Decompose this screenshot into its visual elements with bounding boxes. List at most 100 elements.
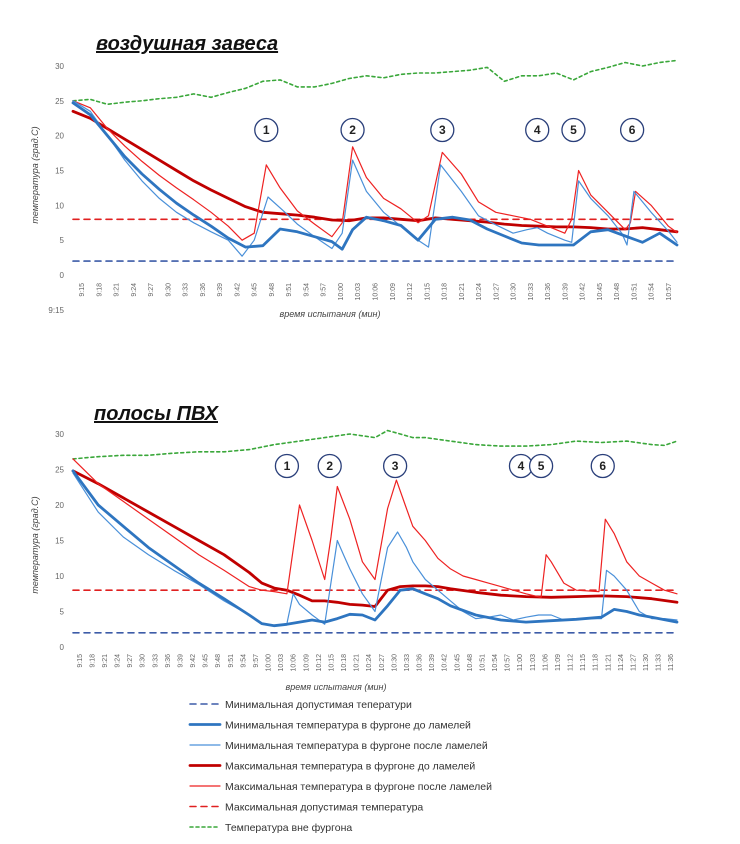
- series-line-max_before: [71, 469, 679, 608]
- x-tick-label: 9:51: [286, 283, 293, 297]
- x-tick-label: 10:03: [355, 283, 362, 301]
- event-marker-label: 4: [534, 123, 541, 137]
- legend-label: Минимальная допустимая теператури: [225, 699, 412, 711]
- event-marker-label: 3: [392, 459, 399, 473]
- x-tick-label: 10:42: [580, 283, 587, 301]
- y-axis-label: температура (град.С): [30, 126, 40, 223]
- x-tick-label: 10:12: [316, 654, 323, 672]
- x-tick-label: 9:18: [96, 283, 103, 297]
- x-tick-label: 11:24: [618, 654, 625, 671]
- x-tick-label: 9:45: [252, 283, 259, 297]
- y-tick-label: 0: [60, 271, 65, 280]
- event-marker-circle: [340, 117, 365, 143]
- x-tick-label: 11:30: [643, 654, 650, 671]
- y-tick-label: 15: [55, 537, 64, 546]
- y-tick-label: 25: [55, 97, 64, 106]
- chart-title: воздушная завеса: [96, 33, 278, 55]
- series-line-outside: [72, 429, 678, 460]
- y-tick-label: 5: [60, 608, 65, 617]
- event-marker-label: 6: [629, 123, 636, 137]
- y-tick-label: 15: [55, 167, 64, 176]
- x-tick-label: 9:33: [183, 283, 190, 297]
- x-tick-label: 9:21: [102, 654, 109, 668]
- y-tick-label: 30: [55, 62, 64, 71]
- x-tick-label: 10:18: [341, 654, 348, 672]
- x-tick-label: 9:36: [200, 283, 207, 297]
- event-marker-label: 5: [538, 459, 545, 473]
- x-tick-label: 10:15: [328, 654, 335, 672]
- x-tick-label: 10:42: [442, 654, 449, 672]
- y-tick-label: 20: [55, 501, 64, 510]
- event-marker-circle: [619, 117, 645, 143]
- event-marker-label: 6: [599, 459, 606, 473]
- x-tick-label: 10:54: [492, 654, 499, 672]
- x-tick-label: 10:06: [373, 283, 380, 301]
- legend-label: Минимальная температура в фургоне после …: [225, 740, 488, 752]
- x-tick-label: 9:27: [127, 654, 134, 668]
- x-tick-label: 10:18: [442, 283, 449, 301]
- y-tick-label: 30: [55, 430, 64, 439]
- x-axis-label: время испытания (мин): [286, 682, 387, 692]
- series-line-min_after: [72, 472, 678, 627]
- y-tick-label: 20: [55, 132, 64, 141]
- event-marker-circle: [561, 117, 586, 143]
- x-tick-label: 10:51: [479, 654, 486, 672]
- legend-label: Максимальная допустимая температура: [225, 802, 423, 814]
- y-tick-label: 25: [55, 466, 64, 475]
- x-tick-label: 10:39: [562, 283, 569, 301]
- event-marker-label: 1: [284, 459, 291, 473]
- series-line-max_after: [72, 458, 678, 598]
- x-tick-label: 11:18: [593, 654, 600, 671]
- y-tick-label: 10: [55, 572, 64, 581]
- event-marker-circle: [382, 453, 408, 479]
- x-tick-label: 10:30: [391, 654, 398, 672]
- x-tick-label: 9:54: [303, 283, 310, 297]
- x-tick-label: 10:27: [493, 283, 500, 301]
- x-tick-label: 10:24: [366, 654, 373, 672]
- y-tick-label: 10: [55, 201, 64, 210]
- x-tick-label: 11:00: [517, 654, 524, 671]
- x-tick-label: 11:06: [542, 654, 549, 671]
- x-tick-label: 9:27: [148, 283, 155, 297]
- x-tick-label: 10:30: [511, 283, 518, 301]
- series-line-min_before: [71, 101, 679, 251]
- x-tick-label: 10:15: [424, 283, 431, 301]
- legend-label: Минимальная температура в фургоне до лам…: [225, 720, 471, 732]
- y-tick-label: 5: [60, 236, 65, 245]
- x-tick-label: 10:33: [404, 654, 411, 672]
- legend-label: Температура вне фургона: [225, 822, 352, 834]
- legend-label: Максимальная температура в фургоне после…: [225, 781, 492, 793]
- x-tick-label: 10:21: [459, 283, 466, 301]
- x-tick-label: 9:42: [190, 654, 197, 668]
- x-tick-label: 10:03: [278, 654, 285, 672]
- x-tick-label: 10:54: [649, 283, 656, 301]
- x-tick-label: 11:12: [568, 654, 575, 671]
- x-tick-label: 11:33: [656, 654, 663, 671]
- y-tick-label: 0: [60, 643, 65, 652]
- series-line-max_before: [71, 109, 679, 234]
- x-tick-label: 10:51: [631, 283, 638, 301]
- y-axis-label: температура (град.С): [30, 496, 40, 593]
- x-tick-label: 11:09: [555, 654, 562, 671]
- x-tick-label: 10:33: [528, 283, 535, 301]
- event-marker-circle: [528, 453, 554, 479]
- x-tick-label: 10:09: [303, 654, 310, 672]
- x-tick-label: 10:39: [429, 654, 436, 672]
- x-tick-label: 9:42: [234, 283, 241, 297]
- event-marker-label: 3: [439, 123, 446, 137]
- x-tick-label: 10:21: [354, 654, 361, 672]
- x-tick-label: 11:03: [530, 654, 537, 671]
- x-axis-label: время испытания (мин): [280, 309, 381, 319]
- x-tick-label: 9:24: [131, 283, 138, 297]
- event-marker-circle: [274, 453, 300, 479]
- x-tick-label: 9:48: [269, 283, 276, 297]
- series-line-max_after: [72, 100, 678, 241]
- x-tick-label: 9:45: [203, 654, 210, 668]
- event-marker-label: 1: [263, 123, 270, 137]
- series-line-outside: [72, 59, 678, 106]
- x-tick-label: 10:12: [407, 283, 414, 301]
- x-tick-label: 11:36: [668, 654, 675, 671]
- x-tick-label: 9:39: [177, 654, 184, 668]
- x-tick-label: 10:57: [666, 283, 673, 301]
